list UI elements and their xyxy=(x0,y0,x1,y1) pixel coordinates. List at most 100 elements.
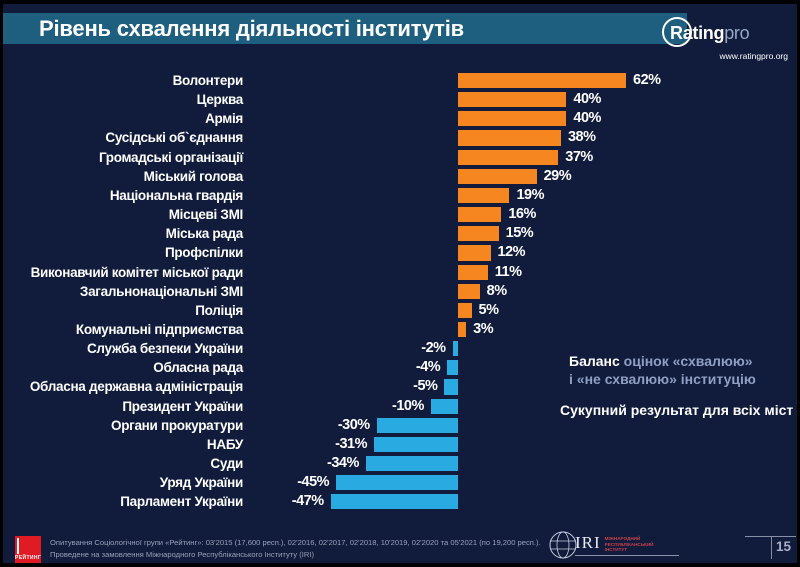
page-number-hline xyxy=(745,536,796,537)
category-label: Церква xyxy=(196,92,244,108)
chart-row: Церква 40% xyxy=(0,90,800,109)
positive-bar xyxy=(458,73,627,89)
positive-bar xyxy=(458,302,472,318)
source-note: Опитування Соціологічної групи «Рейтинг»… xyxy=(50,537,541,560)
brand-name-bold: Rating xyxy=(670,23,725,43)
category-label: Уряд України xyxy=(159,475,244,491)
iri-logo-body: IRI МІЖНАРОДНИЙ РЕСПУБЛІКАНСЬКИЙ ІНСТИТУ… xyxy=(575,534,679,556)
negative-bar xyxy=(365,456,458,472)
iri-desc-line-1: МІЖНАРОДНИЙ xyxy=(604,536,641,541)
category-label: Профспілки xyxy=(164,245,243,261)
value-label: 29% xyxy=(543,167,572,184)
chart-row: Профспілки 12% xyxy=(0,243,800,262)
value-label: 40% xyxy=(573,110,601,127)
value-label: 11% xyxy=(494,263,522,280)
annotation-bold-word: Баланс xyxy=(569,353,620,369)
negative-bar xyxy=(376,417,458,433)
rating-group-logo-label: РЕЙТИНГ xyxy=(15,555,42,561)
category-label: Обласна рада xyxy=(153,360,243,376)
page-title: Рівень схвалення діяльності інститутів xyxy=(39,16,464,41)
iri-description: МІЖНАРОДНИЙ РЕСПУБЛІКАНСЬКИЙ ІНСТИТУТ xyxy=(605,536,654,553)
category-label: Поліція xyxy=(195,302,243,318)
chart-row: Армія 40% xyxy=(0,109,800,128)
value-label: 16% xyxy=(508,206,536,223)
chart-row: Загальнонаціональні ЗМІ 8% xyxy=(0,282,800,301)
value-label: 3% xyxy=(473,320,494,337)
category-label: Служба безпеки України xyxy=(86,341,243,357)
value-label: -47% xyxy=(291,493,324,510)
value-label: -2% xyxy=(421,340,446,357)
positive-bar xyxy=(458,283,480,299)
value-label: -30% xyxy=(337,416,370,433)
category-label: Міська рада xyxy=(165,226,244,242)
positive-bar xyxy=(458,149,559,165)
chart-row: Міська рада 15% xyxy=(0,224,800,243)
globe-icon xyxy=(549,531,577,559)
value-label: -34% xyxy=(327,455,359,471)
category-label: НАБУ xyxy=(206,436,243,452)
positive-bar xyxy=(458,207,502,223)
chart-row: НАБУ -31% xyxy=(0,435,800,454)
brand-name-light: pro xyxy=(724,23,750,43)
negative-bar xyxy=(452,341,458,357)
value-label: 19% xyxy=(516,186,545,203)
iri-desc-line-3: ІНСТИТУТ xyxy=(604,547,628,553)
rating-group-logo-strip xyxy=(17,538,19,554)
value-label: 37% xyxy=(565,148,593,165)
chart-row: Громадські організації 37% xyxy=(0,148,800,167)
page-number: 15 xyxy=(776,539,792,554)
category-label: Парламент України xyxy=(120,494,243,510)
annotation-line-1-rest: оцінок «схвалюю» xyxy=(619,353,753,369)
chart-row: Служба безпеки України -2% xyxy=(0,339,800,358)
chart-row: Президент України -10% xyxy=(0,397,800,416)
value-label: 15% xyxy=(505,225,534,242)
value-label: -4% xyxy=(415,359,441,376)
category-label: Сусідські об`єднання xyxy=(105,130,243,146)
ratingpro-circle-icon xyxy=(662,17,692,47)
annotation-line-1: Баланс оцінок «схвалюю» xyxy=(560,352,798,370)
positive-bar xyxy=(458,264,488,280)
chart-row: Національна гвардія 19% xyxy=(0,186,800,205)
category-label: Органи прокуратури xyxy=(111,417,243,433)
positive-bar xyxy=(458,321,467,338)
value-label: 5% xyxy=(478,301,499,318)
value-label: 38% xyxy=(567,129,596,146)
negative-bar xyxy=(447,360,458,376)
positive-bar xyxy=(458,168,537,184)
category-label: Президент України xyxy=(122,398,243,414)
negative-bar xyxy=(330,494,458,510)
positive-bar xyxy=(458,92,567,108)
annotation-line-2: і «не схвалюю» інституцію xyxy=(569,371,756,387)
chart-row: Органи прокуратури -30% xyxy=(0,416,800,435)
value-label: 12% xyxy=(497,244,526,261)
positive-bar xyxy=(458,226,499,242)
header-band: Рівень схвалення діяльності інститутів xyxy=(3,13,687,44)
annotation-line-3: Сукупний результат для всіх міст xyxy=(560,402,794,418)
category-label: Армія xyxy=(205,111,243,127)
brand-url: www.ratingpro.org xyxy=(719,51,788,61)
category-label: Громадські організації xyxy=(98,149,243,165)
category-label: Комунальні підприємства xyxy=(75,321,243,337)
value-label: 8% xyxy=(486,282,507,299)
category-label: Суди xyxy=(210,456,243,471)
category-label: Міський голова xyxy=(143,168,244,184)
chart-row: Місцеві ЗМІ 16% xyxy=(0,205,800,224)
negative-bar xyxy=(444,379,458,395)
value-label: -31% xyxy=(335,435,367,452)
source-line-2: Проведене на замовлення Міжнародного Рес… xyxy=(50,549,314,559)
iri-logo: IRI МІЖНАРОДНИЙ РЕСПУБЛІКАНСЬКИЙ ІНСТИТУ… xyxy=(548,528,718,564)
positive-bar xyxy=(458,111,567,127)
category-label: Загальнонаціональні ЗМІ xyxy=(79,283,243,299)
value-label: 62% xyxy=(633,72,661,88)
chart-row: Міський голова 29% xyxy=(0,167,800,186)
chart-row: Обласна рада -4% xyxy=(0,358,800,377)
chart-row: Парламент України -47% xyxy=(0,492,800,511)
value-label: -10% xyxy=(392,397,424,414)
value-label: -45% xyxy=(297,474,330,491)
chart-row: Поліція 5% xyxy=(0,301,800,320)
iri-desc-line-2: РЕСПУБЛІКАНСЬКИЙ xyxy=(604,541,654,547)
category-label: Національна гвардія xyxy=(109,187,243,203)
value-label: 40% xyxy=(573,91,601,108)
chart-row: Комунальні підприємства 3% xyxy=(0,320,800,339)
chart-row: Обласна державна адміністрація -5% xyxy=(0,377,800,396)
